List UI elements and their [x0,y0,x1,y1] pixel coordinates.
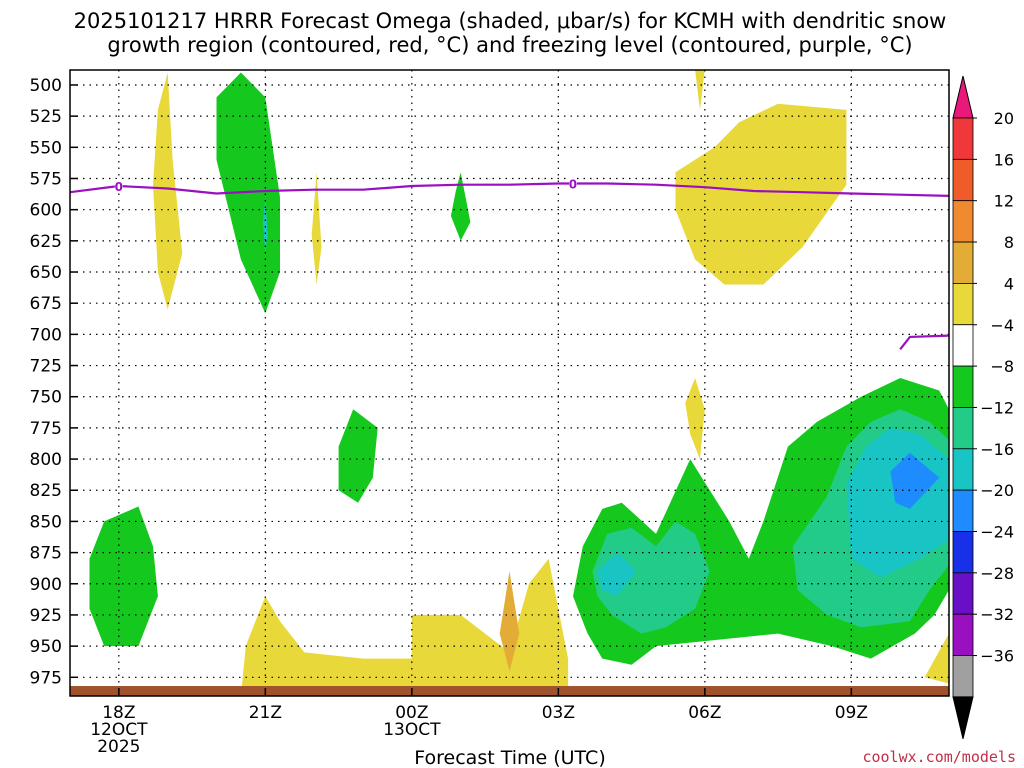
freezing-level-label-1: 0 [569,177,577,191]
y-tick-label-600: 600 [30,201,62,221]
x-tick-label-27-0: 03Z [542,703,575,723]
colorbar-label-10: −24 [980,523,1014,542]
omega-shading [89,70,949,696]
chart-title-line-1: 2025101217 HRRR Forecast Omega (shaded, … [74,9,947,33]
freezing-label-bg-0 [114,178,123,192]
y-tick-label-975: 975 [30,668,62,688]
omega-region-5 [695,70,705,110]
colorbar-swatch-8 [952,407,974,450]
freezing-level-label-0: 0 [115,180,123,194]
y-tick-label-750: 750 [30,388,62,408]
omega-region-11 [499,571,520,672]
x-tick-label-24-0: 00Z [395,703,428,723]
x-tick-label-18-2: 2025 [97,737,140,757]
y-tick-label-650: 650 [30,263,62,283]
y-tick-label-500: 500 [30,76,62,96]
omega-region-17 [890,452,940,509]
y-tick-label-900: 900 [30,575,62,595]
colorbar-label-6: −8 [990,357,1014,376]
omega-region-6 [675,103,847,285]
terrain-strip [70,686,949,696]
credit-text[interactable]: coolwx.com/models [862,748,1016,766]
x-tick-label-33-0: 09Z [835,703,868,723]
y-tick-label-725: 725 [30,357,62,377]
colorbar-swatch-14 [952,655,974,698]
colorbar-arrow-bottom [952,696,974,740]
colorbar-label-13: −36 [980,647,1014,666]
y-axis: 500 525 550 575 600 625 650 675 700 725 750 775 800 8… [30,76,78,688]
gridlines [70,70,949,696]
freezing-label-bg-1 [568,176,577,190]
colorbar-swatch-6 [952,324,974,367]
y-tick-label-550: 550 [30,138,62,158]
surface-terrain [70,686,949,696]
colorbar-label-0: 20 [994,109,1014,128]
colorbar-label-8: −16 [980,440,1014,459]
x-tick-label-18-1: 12OCT [90,720,148,740]
y-tick-label-525: 525 [30,107,62,127]
omega-region-8 [685,378,705,460]
x-tick-label-24-1: 13OCT [383,720,441,740]
colorbar: 20 16 12 8 4 −4 −8 −12 −16 −20 −24 −28 −32 −36 [952,75,1014,740]
omega-region-9 [89,506,158,647]
plot-frame [69,69,950,697]
colorbar-swatch-13 [952,613,974,656]
omega-region-7 [338,409,378,503]
x-tick-label-30-0: 06Z [688,703,721,723]
colorbar-swatch-1 [952,117,974,160]
colorbar-label-2: 12 [994,192,1014,211]
colorbar-label-9: −20 [980,481,1014,500]
chart-title-line-2: growth region (contoured, red, °C) and f… [107,33,912,57]
colorbar-label-4: 4 [1004,274,1014,293]
colorbar-swatch-5 [952,282,974,326]
x-tick-label-18-0: 18Z [102,703,135,723]
omega-region-2 [262,197,268,254]
colorbar-label-7: −12 [980,398,1014,417]
omega-region-3 [311,172,322,285]
colorbar-swatch-9 [952,448,974,491]
freezing-level-line [70,182,949,197]
colorbar-swatch-12 [952,572,974,615]
colorbar-label-1: 16 [994,150,1014,169]
omega-region-10 [240,558,569,696]
x-axis-label: Forecast Time (UTC) [414,747,605,768]
omega-region-4 [450,172,471,241]
omega-region-15 [597,552,637,597]
x-tick-label-21-0: 21Z [249,703,282,723]
colorbar-arrow-top [952,75,974,119]
omega-region-18 [924,633,949,684]
y-tick-label-575: 575 [30,169,62,189]
y-tick-label-800: 800 [30,450,62,470]
freezing-level-line-lower [899,334,949,350]
colorbar-label-11: −28 [980,564,1014,583]
y-tick-label-825: 825 [30,481,62,501]
y-tick-label-700: 700 [30,325,62,345]
omega-region-0 [153,72,183,310]
omega-region-13 [592,521,710,634]
y-tick-label-625: 625 [30,232,62,252]
colorbar-swatch-2 [952,158,974,202]
y-tick-label-775: 775 [30,419,62,439]
y-tick-label-950: 950 [30,637,62,657]
colorbar-label-5: −4 [990,316,1014,335]
y-tick-label-850: 850 [30,512,62,532]
colorbar-label-12: −32 [980,605,1014,624]
y-tick-label-875: 875 [30,544,62,564]
y-tick-label-925: 925 [30,606,62,626]
colorbar-label-3: 8 [1004,233,1014,252]
colorbar-swatch-11 [952,531,974,574]
colorbar-swatch-7 [952,365,974,408]
colorbar-swatch-4 [952,241,974,284]
colorbar-swatch-10 [952,489,974,532]
colorbar-swatch-3 [952,200,974,243]
y-tick-label-675: 675 [30,294,62,314]
